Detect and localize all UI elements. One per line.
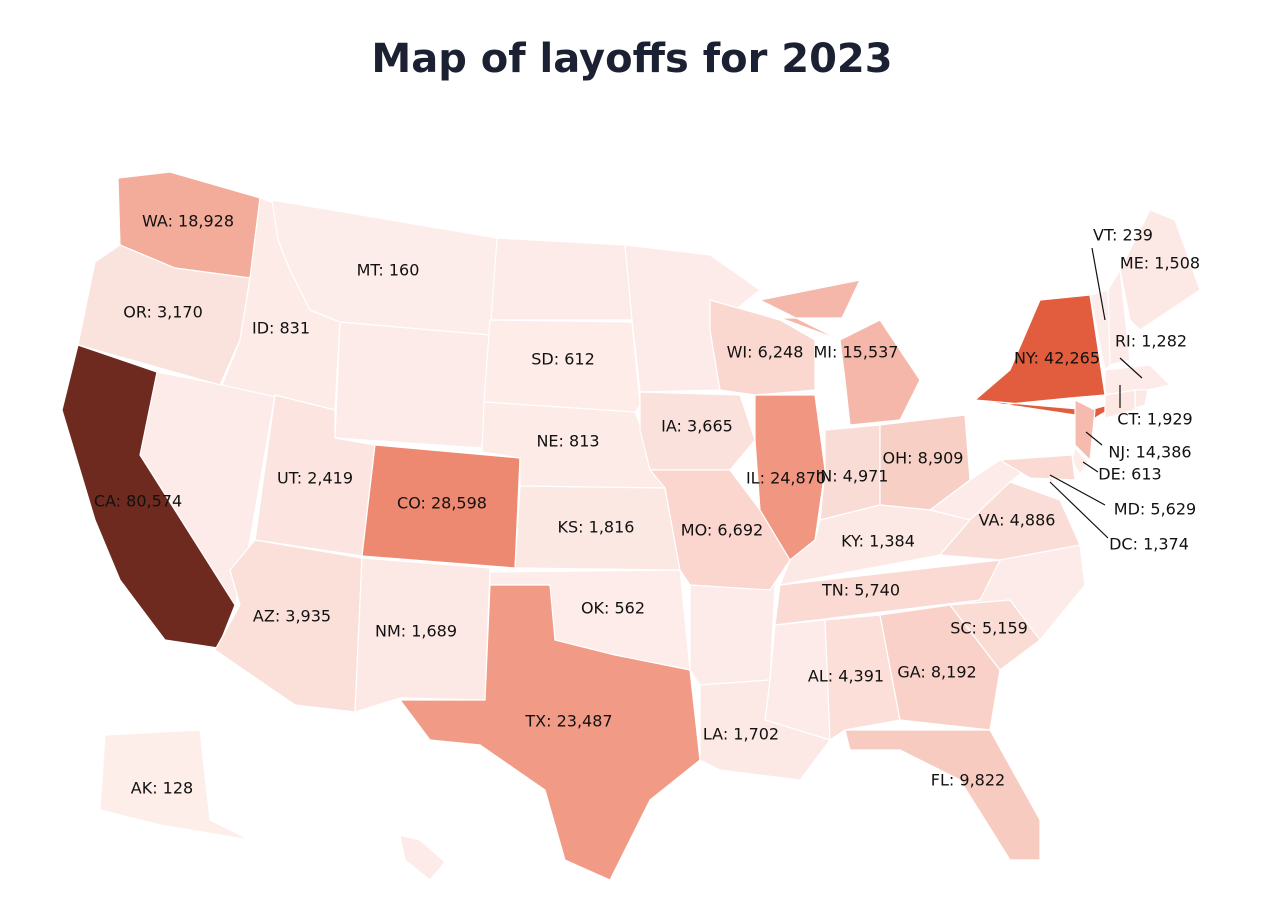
- state-label: WA: 18,928: [142, 212, 234, 231]
- state-shape: [824, 614, 901, 742]
- state-shape: [99, 729, 251, 841]
- state-label: UT: 2,419: [277, 469, 353, 488]
- state-shape: [1048, 477, 1054, 483]
- state-shape: [648, 469, 791, 591]
- state-shape: [1074, 399, 1096, 462]
- state-label: MI: 15,537: [814, 343, 899, 362]
- state-label: WI: 6,248: [727, 343, 804, 362]
- state-label: IN: 4,971: [816, 467, 889, 486]
- state-label: NJ: 14,386: [1108, 443, 1191, 462]
- state-shape: [938, 481, 1081, 561]
- state-labels: WA: 18,928 OR: 3,170 ID: 831 MT: 160 CA: 80,…: [94, 212, 1200, 798]
- state-shape: [699, 679, 831, 781]
- state-shape: [774, 559, 1002, 626]
- state-label: GA: 8,192: [897, 663, 976, 682]
- state-shape: [709, 299, 816, 396]
- state-label: TX: 23,487: [524, 712, 612, 731]
- leader-line: [1049, 474, 1106, 506]
- state-label: VA: 4,886: [979, 511, 1056, 530]
- state-nd: [489, 237, 633, 321]
- state-hi: [399, 834, 446, 881]
- map-title: Map of layoffs for 2023: [371, 36, 892, 82]
- state-label: RI: 1,282: [1115, 332, 1187, 351]
- state-label: AL: 4,391: [808, 667, 884, 686]
- state-shapes: [61, 171, 1201, 881]
- state-shape: [214, 539, 363, 713]
- state-label: OK: 562: [581, 599, 645, 618]
- state-label: CA: 80,574: [94, 492, 182, 511]
- state-label: NY: 42,265: [1014, 349, 1100, 368]
- state-label: NM: 1,689: [375, 622, 457, 641]
- state-shape: [879, 414, 971, 511]
- leader-line: [1085, 431, 1103, 446]
- state-label: LA: 1,702: [703, 725, 779, 744]
- state-wy: [334, 321, 491, 449]
- state-shape: [61, 344, 236, 649]
- state-label: AK: 128: [131, 779, 193, 798]
- state-label: MT: 160: [357, 261, 420, 280]
- state-shape: [271, 199, 498, 336]
- state-label: DC: 1,374: [1109, 535, 1189, 554]
- state-label: NE: 813: [536, 432, 599, 451]
- state-label: ME: 1,508: [1120, 254, 1200, 273]
- leader-line: [1049, 481, 1109, 539]
- leader-lines: [1049, 247, 1143, 539]
- state-label: FL: 9,822: [931, 771, 1005, 790]
- state-label: DE: 613: [1098, 465, 1161, 484]
- state-label: KS: 1,816: [558, 518, 635, 537]
- state-shape: [1089, 289, 1111, 372]
- state-shape: [758, 279, 921, 426]
- state-label: OR: 3,170: [123, 303, 203, 322]
- state-shape: [1134, 389, 1149, 409]
- state-label: OH: 8,909: [883, 449, 964, 468]
- state-label: TN: 5,740: [821, 581, 900, 600]
- state-label: MD: 5,629: [1114, 500, 1196, 519]
- state-shape: [1119, 209, 1201, 331]
- state-shape: [398, 584, 701, 881]
- state-shape: [948, 599, 1041, 671]
- state-shape: [879, 604, 1001, 731]
- state-label: ID: 831: [252, 319, 310, 338]
- leader-line: [1091, 247, 1106, 321]
- state-shape: [844, 729, 1041, 861]
- state-label: SC: 5,159: [950, 619, 1028, 638]
- state-label: CT: 1,929: [1117, 410, 1192, 429]
- leader-line: [1082, 461, 1099, 473]
- state-ar: [689, 584, 776, 686]
- state-shape: [998, 454, 1076, 481]
- leader-line: [1119, 357, 1143, 379]
- state-label: MO: 6,692: [681, 521, 763, 540]
- state-label: SD: 612: [531, 350, 595, 369]
- state-label: KY: 1,384: [841, 532, 915, 551]
- state-shape: [1071, 446, 1089, 477]
- state-shape: [354, 557, 491, 713]
- state-label: CO: 28,598: [397, 494, 487, 513]
- state-label: IA: 3,665: [661, 417, 733, 436]
- state-label: IL: 24,870: [746, 469, 826, 488]
- state-label: AZ: 3,935: [253, 607, 331, 626]
- state-label: VT: 239: [1093, 226, 1153, 245]
- state-ma: [1104, 364, 1172, 396]
